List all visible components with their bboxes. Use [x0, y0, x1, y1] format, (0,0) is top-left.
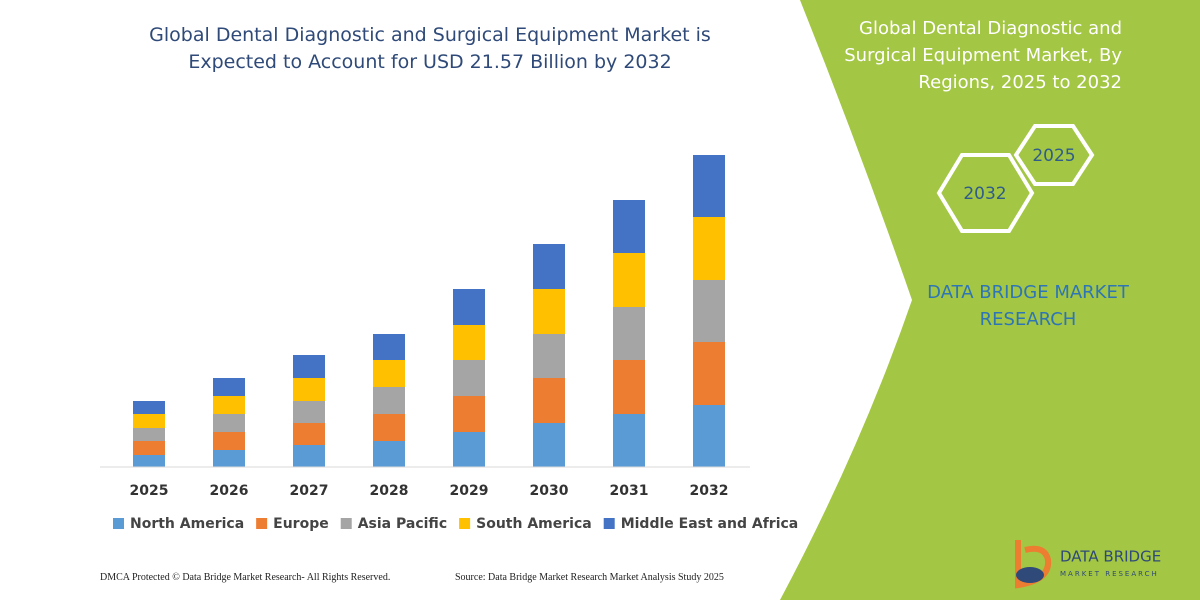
bar-segment	[693, 405, 725, 467]
bar-segment	[133, 441, 165, 455]
bar-segment	[133, 401, 165, 414]
bar-segment	[293, 401, 325, 423]
bar-segment	[133, 428, 165, 441]
bar-segment	[453, 396, 485, 432]
panel-brand: DATA BRIDGE MARKET RESEARCH	[927, 282, 1129, 330]
bar-segment	[453, 289, 485, 325]
bar-segment	[533, 334, 565, 378]
legend-swatch	[603, 518, 615, 529]
bar-segment	[613, 200, 645, 253]
bar-segment	[533, 378, 565, 423]
side-panel-bg	[780, 0, 1200, 600]
bar-segment	[693, 342, 725, 405]
bar-segment	[533, 289, 565, 334]
bar-segment	[693, 155, 725, 217]
legend-swatch	[340, 518, 352, 529]
x-tick-label: 2032	[690, 483, 729, 499]
bar-segment	[293, 378, 325, 401]
legend-swatch	[459, 518, 471, 529]
bar-segment	[293, 445, 325, 467]
legend-label: Europe	[273, 516, 329, 532]
bar-segment	[613, 414, 645, 467]
legend-label: North America	[130, 516, 244, 532]
chart-title: Global Dental Diagnostic and Surgical Eq…	[149, 24, 711, 73]
bar-segment	[213, 450, 245, 467]
legend-swatch	[256, 518, 268, 529]
bar-segment	[613, 360, 645, 414]
x-tick-label: 2031	[610, 483, 649, 499]
bar-segment	[453, 360, 485, 396]
footer-source: Source: Data Bridge Market Research Mark…	[455, 572, 724, 583]
bar-segment	[453, 325, 485, 360]
bar-segment	[533, 244, 565, 289]
bar-segment	[133, 455, 165, 467]
bar-segment	[693, 217, 725, 280]
logo-icon	[1016, 567, 1044, 583]
bar-segment	[613, 253, 645, 307]
bar-segment	[373, 334, 405, 360]
bar-segment	[613, 307, 645, 360]
bar-segment	[373, 387, 405, 414]
bar-segment	[213, 432, 245, 450]
bar-segment	[453, 432, 485, 467]
hexagon	[936, 153, 1035, 233]
footer-copyright: DMCA Protected © Data Bridge Market Rese…	[100, 572, 391, 583]
hexagon-label: 2032	[963, 184, 1006, 204]
x-tick-label: 2025	[130, 483, 169, 499]
bar-segment	[373, 441, 405, 467]
bar-segment	[373, 414, 405, 441]
bar-segment	[373, 360, 405, 387]
legend-label: South America	[476, 516, 592, 532]
bar-segment	[213, 396, 245, 414]
hexagon-label: 2025	[1032, 146, 1075, 166]
x-tick-label: 2030	[530, 483, 569, 499]
bar-segment	[533, 423, 565, 467]
legend-label: Middle East and Africa	[621, 516, 799, 532]
logo-tagline: MARKET RESEARCH	[1060, 570, 1159, 578]
bar-segment	[293, 423, 325, 445]
x-tick-label: 2026	[210, 483, 249, 499]
bar-segment	[293, 355, 325, 378]
x-tick-label: 2027	[290, 483, 329, 499]
x-tick-label: 2029	[450, 483, 489, 499]
bar-segment	[213, 414, 245, 432]
x-tick-label: 2028	[370, 483, 409, 499]
legend-swatch	[113, 518, 124, 529]
legend-label: Asia Pacific	[358, 516, 447, 532]
logo-name: DATA BRIDGE	[1060, 548, 1161, 566]
bar-segment	[133, 414, 165, 428]
bar-segment	[693, 280, 725, 342]
panel-title: Global Dental Diagnostic and Surgical Eq…	[844, 18, 1122, 93]
bar-segment	[213, 378, 245, 396]
hexagon	[1013, 124, 1095, 186]
